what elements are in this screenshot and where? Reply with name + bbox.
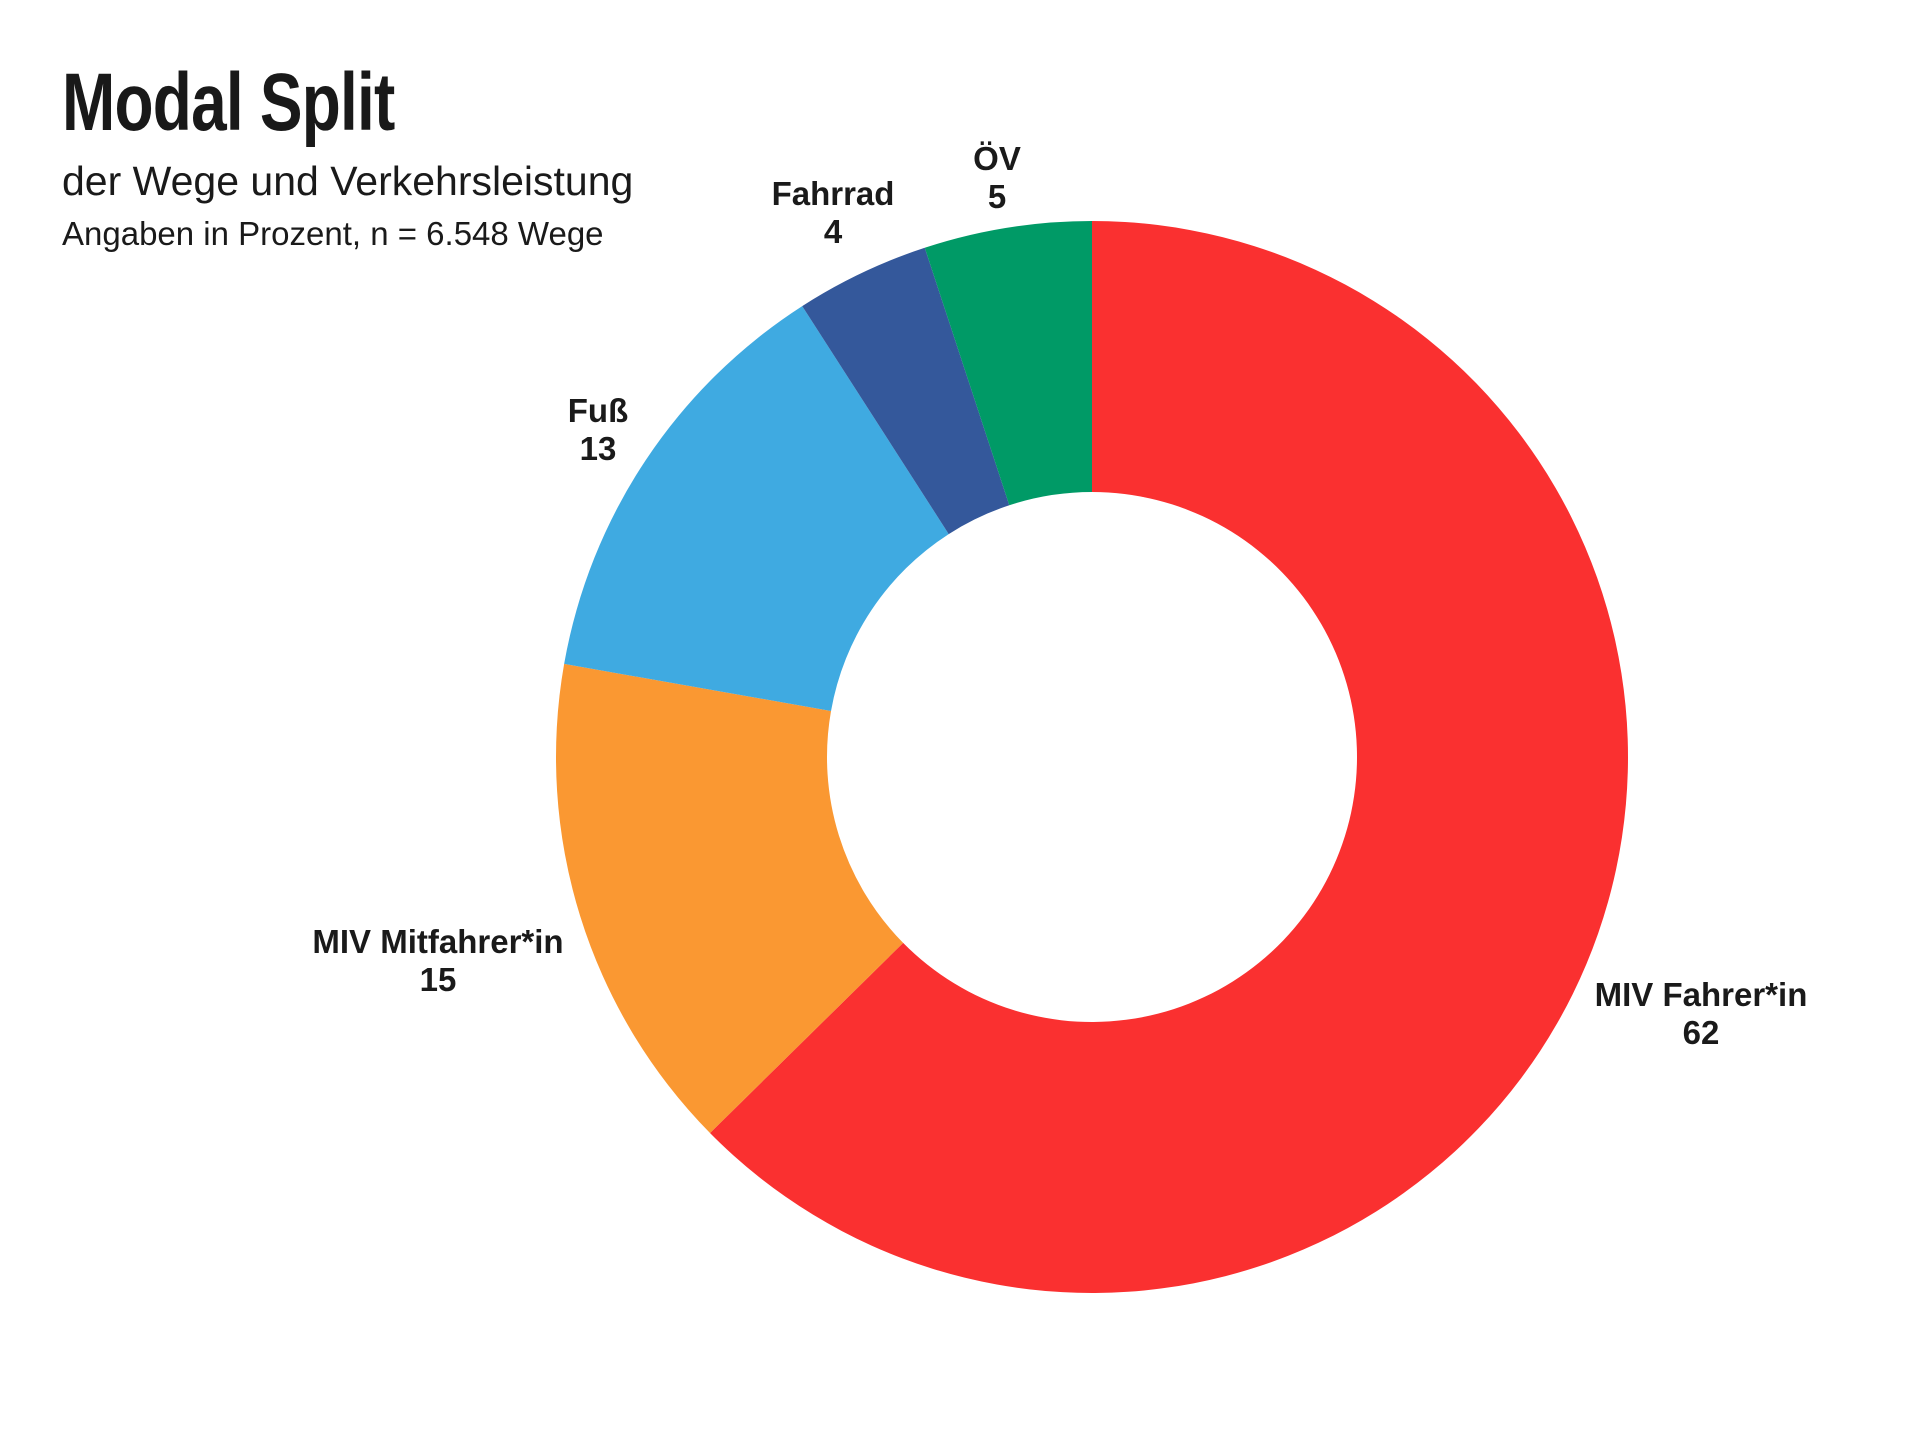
chart-subtitle: der Wege und Verkehrsleistung [62, 158, 634, 204]
donut-segment-miv-mitfahrer-in [556, 663, 904, 1133]
slice-label-name: Fahrrad [771, 175, 895, 212]
slice-label-name: MIV Fahrer*in [1594, 976, 1808, 1013]
slice-label-name: MIV Mitfahrer*in [312, 923, 564, 960]
slice-label-value: 4 [823, 213, 843, 250]
chart-note: Angaben in Prozent, n = 6.548 Wege [62, 215, 604, 252]
slice-label-fahrrad: Fahrrad 4 [772, 175, 895, 251]
slice-label-öv: ÖV 5 [973, 140, 1021, 216]
chart-title: Modal Split [62, 57, 395, 148]
donut-segment-fuß [564, 306, 949, 711]
slice-label-name: Fuß [567, 392, 629, 429]
slice-label-value: 15 [419, 961, 457, 998]
slice-label-value: 13 [579, 430, 617, 467]
donut-segment-miv-fahrer-in [709, 221, 1628, 1293]
donut-segment-öv [924, 221, 1092, 506]
donut-segment-fahrrad [802, 247, 1010, 535]
slice-label-fuß: Fuß 13 [568, 392, 628, 468]
chart-header: Modal Split der Wege und Verkehrsleistun… [62, 62, 633, 253]
slice-label-miv-mitfahrer-in: MIV Mitfahrer*in 15 [312, 923, 563, 999]
slice-label-name: ÖV [973, 140, 1021, 177]
slice-label-value: 62 [1682, 1014, 1720, 1051]
slice-label-value: 5 [987, 178, 1007, 215]
slice-label-miv-fahrer-in: MIV Fahrer*in 62 [1595, 976, 1808, 1052]
